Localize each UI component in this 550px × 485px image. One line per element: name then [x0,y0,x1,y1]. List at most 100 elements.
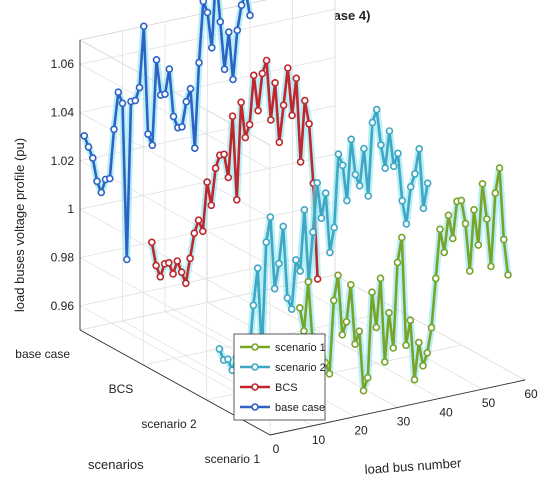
data-point [317,214,326,222]
data-point [402,341,410,350]
data-point [266,213,275,221]
data-point [300,206,309,214]
data-point [220,150,228,159]
data-point [216,17,225,26]
data-point [300,96,309,105]
data-point [152,261,160,270]
z-axis-label: load buses voltage profile (pu) [12,138,27,312]
scenario-tick-label: BCS [109,382,134,396]
data-point [84,143,93,151]
x-tick-label: 10 [312,433,326,447]
data-point [397,233,406,242]
data-point [385,308,393,317]
data-point [279,222,288,231]
data-point [394,149,402,158]
data-point [478,180,487,188]
data-point [279,101,288,109]
data-point [325,369,334,378]
data-point [165,65,174,73]
data-point [482,215,491,223]
data-point [106,174,114,183]
data-point [363,373,372,382]
data-point [199,0,208,6]
data-point [270,284,279,293]
data-point [182,97,191,106]
data-point [123,255,131,264]
data-point [296,158,305,166]
scenario-tick-label: scenario 1 [205,452,261,466]
data-point [287,305,296,314]
data-point [372,105,381,114]
data-point [177,268,186,277]
data-point [237,1,246,9]
x-axis-label: load bus number [364,455,462,477]
data-point [254,106,262,115]
data-point [321,189,330,197]
data-point [346,280,355,289]
data-point [241,133,250,142]
data-point [156,272,165,281]
series-line [83,0,252,261]
z-tick-label: 1.06 [51,57,75,71]
data-point [250,71,258,80]
data-point [414,338,423,347]
data-point [195,58,203,67]
data-point [305,120,313,128]
data-point [355,327,364,336]
data-point [504,271,512,279]
axis-ticks: 0.96 0.98 1 1.02 1.04 1.06 0 10 20 30 40 50 60 scenar… [15,57,538,466]
data-point [487,262,495,271]
data-point [431,274,440,283]
data-point [380,358,389,366]
data-point [246,11,254,20]
series-base-case [80,0,254,264]
data-point [249,301,258,310]
data-point [359,386,368,395]
data-point [309,228,317,236]
legend-label: BCS [275,382,298,394]
data-point [347,135,356,144]
data-point [283,64,292,72]
data-point [461,219,470,228]
z-tick-label: 0.98 [51,251,75,265]
data-point [245,120,254,129]
data-point [360,144,368,153]
data-point [313,179,322,187]
data-point [368,118,377,127]
data-point [169,270,177,278]
data-point [140,22,148,31]
data-point [406,183,415,191]
data-point [330,223,339,232]
data-point [182,279,190,288]
data-point [411,170,419,178]
data-point [448,234,457,243]
legend-swatch-marker [251,403,259,411]
data-point [398,197,407,205]
data-point [377,141,385,149]
data-point [97,188,106,197]
data-point [169,112,178,121]
legend: scenario 1 scenario 2 BCS base case [233,333,326,421]
data-point [419,361,427,370]
data-point [80,132,89,140]
data-point [351,170,360,179]
data-point [258,69,267,78]
data-point [300,327,308,335]
data-point [224,355,232,364]
scenario-tick-label: scenario 2 [141,417,197,431]
series-line [218,108,429,382]
data-point [208,43,216,52]
data-point [271,79,279,87]
y-axis-label: scenarios [88,457,144,472]
data-point [470,206,478,214]
data-point [334,271,342,280]
data-point [419,204,428,213]
data-point [262,56,271,65]
data-point [338,161,347,170]
data-point [292,74,301,83]
data-point [402,220,411,228]
data-point [364,192,373,200]
x-tick-label: 50 [482,396,496,410]
data-point [329,296,338,305]
data-point [253,264,262,273]
